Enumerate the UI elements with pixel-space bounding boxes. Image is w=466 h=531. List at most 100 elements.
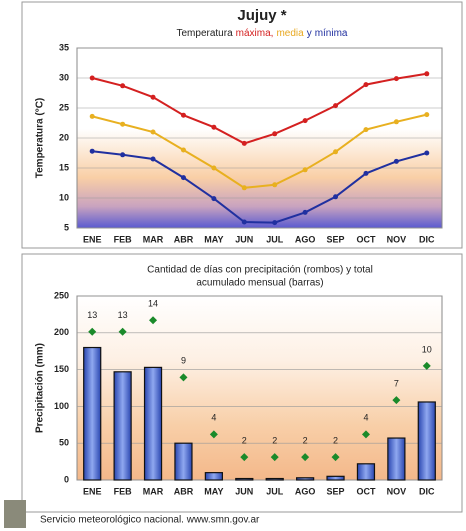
point: [150, 94, 156, 100]
line: [91, 72, 427, 145]
data-label: 9: [181, 356, 186, 366]
x-tick-label: DIC: [419, 234, 435, 244]
x-tick-label: JUL: [266, 234, 284, 244]
x-tick-label: JUL: [266, 486, 284, 496]
subtitle-part: mínima: [315, 28, 348, 39]
y-axis-label: Precipitación (mm): [35, 343, 46, 433]
point: [89, 113, 95, 119]
bar: [174, 442, 193, 481]
data-label: 4: [211, 413, 216, 423]
y-tick-label: 250: [54, 290, 69, 300]
x-tick-label: NOV: [387, 486, 407, 496]
point: [302, 167, 308, 173]
bar: [143, 366, 163, 481]
point: [393, 76, 399, 82]
point: [120, 83, 126, 89]
x-tick-label: FEB: [114, 486, 133, 496]
point: [424, 150, 430, 156]
data-label: 13: [87, 310, 97, 320]
chart-title: Jujuy *: [237, 7, 286, 24]
point: [424, 112, 430, 118]
subtitle-part: Temperatura: [177, 28, 234, 39]
y-tick-label: 35: [59, 42, 69, 52]
point: [150, 129, 156, 135]
x-tick-label: MAY: [204, 486, 223, 496]
x-tick-label: FEB: [114, 234, 133, 244]
x-tick-label: JUN: [235, 486, 253, 496]
x-tick-label: SEP: [327, 234, 345, 244]
point: [393, 119, 399, 125]
bar: [387, 437, 406, 481]
diamond-marker: [118, 327, 127, 336]
bar: [356, 463, 376, 481]
bar: [113, 371, 132, 481]
x-tick-label: JUN: [235, 234, 253, 244]
footer: Servicio meteorológico nacional. www.smn…: [40, 515, 260, 526]
bar: [326, 475, 345, 481]
diamond-marker: [88, 327, 97, 336]
point: [89, 148, 95, 154]
data-label: 2: [303, 436, 308, 446]
logo: [4, 500, 26, 528]
diamond-marker: [301, 453, 310, 462]
point: [241, 185, 247, 191]
diamond-marker: [270, 453, 279, 462]
point: [272, 220, 278, 226]
point: [363, 170, 369, 176]
point: [333, 103, 339, 109]
point: [393, 158, 399, 164]
point: [333, 194, 339, 200]
point: [180, 112, 186, 118]
point: [120, 121, 126, 127]
point: [211, 124, 217, 130]
line: [91, 113, 428, 189]
y-tick-label: 150: [54, 364, 69, 374]
bar: [296, 477, 315, 481]
data-label: 4: [363, 413, 368, 423]
x-tick-label: ABR: [174, 486, 194, 496]
y-tick-label: 30: [59, 72, 69, 82]
point: [302, 118, 308, 124]
chart-title: acumulado mensual (barras): [196, 278, 323, 289]
x-tick-label: NOV: [387, 234, 407, 244]
point: [424, 71, 430, 77]
y-tick-label: 15: [59, 162, 69, 172]
point: [241, 140, 247, 146]
subtitle-part: máxima,: [236, 28, 274, 39]
bar: [235, 477, 254, 481]
y-tick-label: 25: [59, 102, 69, 112]
data-label: 2: [242, 436, 247, 446]
point: [211, 165, 217, 171]
diamond-marker: [240, 453, 249, 462]
y-tick-label: 50: [59, 438, 69, 448]
point: [241, 219, 247, 225]
bar: [265, 477, 284, 481]
x-tick-label: MAY: [204, 234, 223, 244]
point: [211, 196, 217, 202]
point: [120, 152, 126, 158]
diamond-marker: [331, 453, 340, 462]
y-tick-label: 10: [59, 192, 69, 202]
data-label: 10: [422, 344, 432, 354]
bar: [204, 472, 223, 481]
diamond-marker: [149, 316, 158, 325]
point: [272, 131, 278, 137]
x-tick-label: OCT: [356, 234, 376, 244]
line: [92, 150, 428, 224]
x-tick-label: SEP: [327, 486, 345, 496]
diamond-marker: [209, 430, 218, 439]
x-tick-label: OCT: [356, 486, 376, 496]
bar: [417, 401, 436, 481]
point: [150, 156, 156, 162]
chart-title: Cantidad de días con precipitación (romb…: [147, 265, 373, 276]
y-tick-label: 200: [54, 327, 69, 337]
bar: [83, 346, 102, 481]
y-tick-label: 100: [54, 401, 69, 411]
data-label: 2: [333, 436, 338, 446]
point: [363, 82, 369, 88]
diamond-marker: [422, 361, 431, 370]
point: [272, 182, 278, 188]
y-tick-label: 20: [59, 132, 69, 142]
plot-area: [76, 295, 443, 481]
